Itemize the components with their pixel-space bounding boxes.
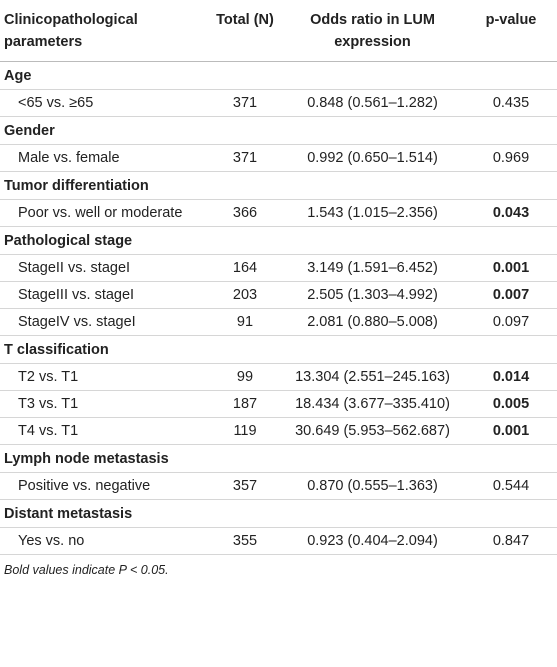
data-row: Yes vs. no 355 0.923 (0.404–2.094) 0.847 [0,527,557,555]
odds-cell: 18.434 (3.677–335.410) [280,390,465,418]
p-value-cell: 0.001 [465,254,557,282]
total-cell: 91 [210,308,280,336]
odds-text: 2.505 (1.303–4.992) [307,287,438,303]
total-cell: 371 [210,144,280,172]
data-row: StageIV vs. stageI 91 2.081 (0.880–5.008) 0… [0,308,557,336]
odds-cell: 2.505 (1.303–4.992) [280,281,465,309]
odds-cell: 3.149 (1.591–6.452) [280,254,465,282]
odds-text: 3.149 (1.591–6.452) [307,260,438,276]
odds-text: 0.992 (0.650–1.514) [307,150,438,166]
odds-text: 2.081 (0.880–5.008) [307,314,438,330]
odds-text: 1.543 (1.015–2.356) [307,205,438,221]
total-cell: 357 [210,472,280,500]
section-title: Tumor differentiation [0,171,557,200]
odds-cell: 0.870 (0.555–1.363) [280,472,465,500]
section-row: Pathological stage [0,226,557,255]
odds-text: 18.434 (3.677–335.410) [295,396,450,412]
data-row: Positive vs. negative 357 0.870 (0.555–1.3… [0,472,557,500]
parameter-cell: StageII vs. stageI [0,254,210,282]
p-value-cell: 0.847 [465,527,557,555]
total-cell: 119 [210,417,280,445]
header-cell: p-value [465,0,557,62]
footnote: Bold values indicate P < 0.05. [4,563,169,577]
parameter-cell: Yes vs. no [0,527,210,555]
total-cell: 99 [210,363,280,391]
p-value-cell: 0.435 [465,89,557,117]
total-cell: 371 [210,89,280,117]
odds-text: 0.870 (0.555–1.363) [307,478,438,494]
parameter-cell: <65 vs. ≥65 [0,89,210,117]
total-cell: 187 [210,390,280,418]
header-cell: Odds ratio in LUM expression [280,0,465,62]
parameter-cell: T4 vs. T1 [0,417,210,445]
data-row: Male vs. female 371 0.992 (0.650–1.514) 0.9… [0,144,557,172]
section-title: T classification [0,335,557,364]
p-value-cell: 0.544 [465,472,557,500]
data-row: StageIII vs. stageI 203 2.505 (1.303–4.992… [0,281,557,309]
section-title: Age [0,61,557,90]
parameter-cell: StageIV vs. stageI [0,308,210,336]
odds-cell: 0.848 (0.561–1.282) [280,89,465,117]
parameter-cell: StageIII vs. stageI [0,281,210,309]
data-row: Poor vs. well or moderate 366 1.543 (1.015… [0,199,557,227]
data-row: T3 vs. T1 187 18.434 (3.677–335.410) 0.005 [0,390,557,418]
total-cell: 164 [210,254,280,282]
data-row: <65 vs. ≥65 371 0.848 (0.561–1.282) 0.435 [0,89,557,117]
header-row: Clinicopathological parameters Total (N)… [0,0,557,62]
odds-text: 30.649 (5.953–562.687) [295,423,450,439]
odds-cell: 13.304 (2.551–245.163) [280,363,465,391]
data-row: T4 vs. T1 119 30.649 (5.953–562.687) 0.001 [0,417,557,445]
odds-cell: 2.081 (0.880–5.008) [280,308,465,336]
p-value-cell: 0.014 [465,363,557,391]
parameter-cell: Positive vs. negative [0,472,210,500]
parameter-cell: T3 vs. T1 [0,390,210,418]
p-value-cell: 0.007 [465,281,557,309]
p-value-cell: 0.097 [465,308,557,336]
header-cell: Clinicopathological parameters [0,0,210,62]
odds-text: 0.848 (0.561–1.282) [307,95,438,111]
section-title: Pathological stage [0,226,557,255]
section-title: Gender [0,116,557,145]
odds-text: 13.304 (2.551–245.163) [295,369,450,385]
section-title: Lymph node metastasis [0,444,557,473]
total-cell: 203 [210,281,280,309]
section-title: Distant metastasis [0,499,557,528]
odds-cell: 1.543 (1.015–2.356) [280,199,465,227]
data-row: StageII vs. stageI 164 3.149 (1.591–6.452)… [0,254,557,282]
section-row: Gender [0,116,557,145]
odds-cell: 0.923 (0.404–2.094) [280,527,465,555]
p-value-cell: 0.969 [465,144,557,172]
parameter-cell: Poor vs. well or moderate [0,199,210,227]
data-row: T2 vs. T1 99 13.304 (2.551–245.163) 0.014 [0,363,557,391]
section-row: Distant metastasis [0,499,557,528]
data-table: Clinicopathological parameters Total (N)… [0,0,557,555]
p-value-cell: 0.005 [465,390,557,418]
p-value-cell: 0.001 [465,417,557,445]
section-row: Tumor differentiation [0,171,557,200]
header-text: Odds ratio in LUM expression [310,12,435,50]
parameter-cell: Male vs. female [0,144,210,172]
table-body: Age <65 vs. ≥65 371 0.848 (0.561–1.282) 0.43… [0,61,557,555]
odds-cell: 0.992 (0.650–1.514) [280,144,465,172]
section-row: Lymph node metastasis [0,444,557,473]
p-value-cell: 0.043 [465,199,557,227]
section-row: T classification [0,335,557,364]
section-row: Age [0,61,557,90]
parameter-cell: T2 vs. T1 [0,363,210,391]
header-cell: Total (N) [210,0,280,62]
odds-cell: 30.649 (5.953–562.687) [280,417,465,445]
total-cell: 366 [210,199,280,227]
odds-text: 0.923 (0.404–2.094) [307,533,438,549]
total-cell: 355 [210,527,280,555]
